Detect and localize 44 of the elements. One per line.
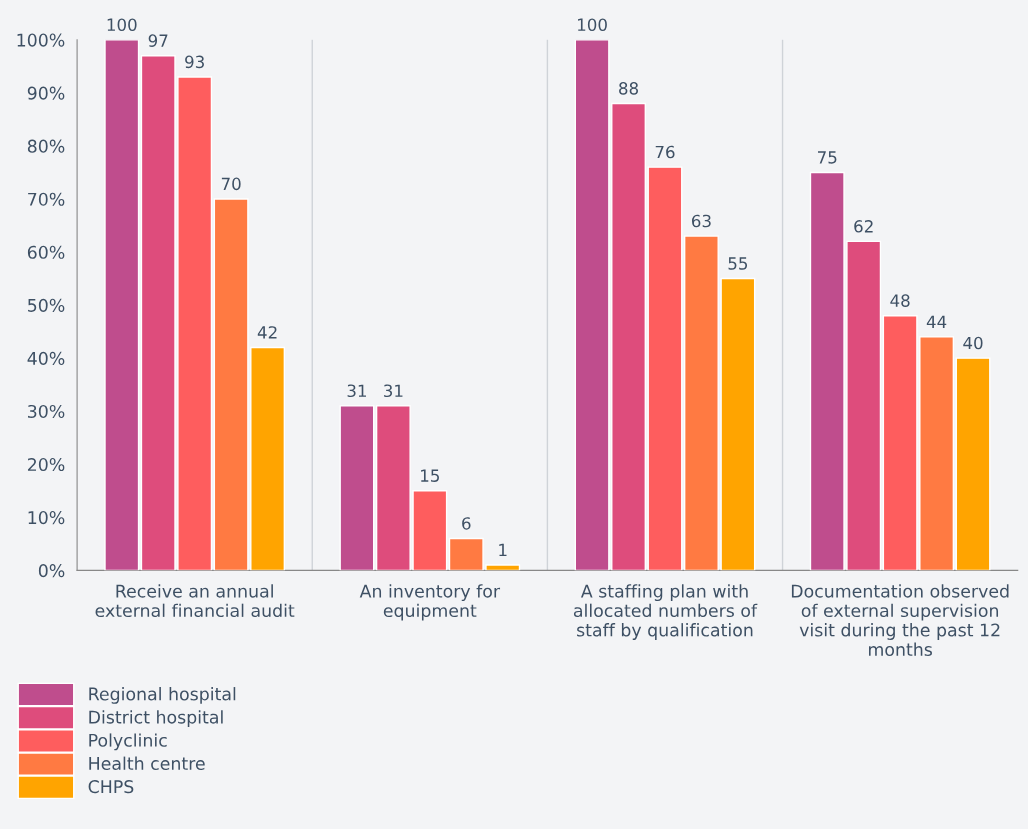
y-tick-label: 40% xyxy=(27,351,65,365)
data-label: 42 xyxy=(257,326,277,339)
data-label: 15 xyxy=(421,469,439,482)
bar xyxy=(339,405,375,571)
data-label: 31 xyxy=(347,384,366,398)
data-label: 75 xyxy=(818,151,837,164)
data-label: 62 xyxy=(854,220,873,233)
legend-label: CHPS xyxy=(88,780,134,794)
y-tick-label: 20% xyxy=(27,457,65,472)
data-label: 70 xyxy=(221,177,241,191)
legend-label: Regional hospital xyxy=(89,687,236,704)
legend-label: District hospital xyxy=(89,710,223,728)
data-label: 6 xyxy=(462,517,471,530)
data-label: 31 xyxy=(384,384,403,398)
y-tick-label: 10% xyxy=(28,511,65,525)
data-label: 55 xyxy=(728,257,748,270)
data-label: 76 xyxy=(655,145,675,159)
data-label: 40 xyxy=(963,336,983,350)
bar xyxy=(955,357,991,571)
y-tick-label: 60% xyxy=(27,245,65,259)
data-label: 44 xyxy=(926,315,947,328)
y-tick-label: 80% xyxy=(27,139,65,153)
data-label: 100 xyxy=(578,18,607,32)
data-label: 100 xyxy=(107,18,137,32)
data-label: 1 xyxy=(499,543,507,557)
bar xyxy=(647,166,683,571)
x-tick-label: Receive an annual external financial audit xyxy=(95,584,295,618)
y-tick-label: 100% xyxy=(17,33,65,47)
y-tick-label: 50% xyxy=(28,298,65,312)
x-tick-label: An inventory for equipment xyxy=(359,584,501,621)
y-tick-label: 30% xyxy=(28,404,65,419)
y-tick-label: 70% xyxy=(28,192,65,206)
data-label: 48 xyxy=(890,294,910,307)
legend-label: Polyclinic xyxy=(89,733,167,751)
legend-label: Health centre xyxy=(89,756,205,771)
data-label: 93 xyxy=(185,55,204,69)
data-label: 97 xyxy=(148,34,168,47)
y-tick-label: 90% xyxy=(27,86,65,100)
y-tick-label: 0% xyxy=(38,564,65,578)
bar xyxy=(104,39,140,571)
x-tick-label: A staffing plan with allocated numbers of staff by qualification xyxy=(573,584,758,640)
x-tick-label: Documentation observed of external supervision visit during the past 12 months xyxy=(791,584,1009,656)
data-label: 88 xyxy=(619,82,638,95)
data-label: 63 xyxy=(692,214,711,228)
